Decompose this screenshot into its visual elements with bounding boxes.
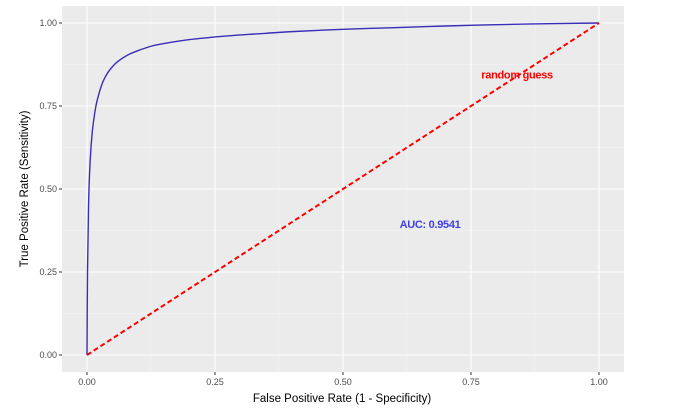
auc-label: AUC: 0.9541: [400, 219, 461, 231]
y-axis: 0.00 0.25 0.50 0.75 1.00: [39, 18, 62, 360]
y-tick-label: 0.25: [39, 267, 57, 277]
random-guess-label: random guess: [481, 69, 553, 81]
y-tick-label: 0.75: [39, 101, 57, 111]
x-tick-label: 0.00: [78, 377, 96, 387]
x-tick-label: 0.75: [462, 377, 480, 387]
y-tick-label: 0.00: [39, 350, 57, 360]
x-tick-label: 0.25: [206, 377, 224, 387]
y-axis-title: True Positive Rate (Sensitivity): [19, 110, 31, 267]
x-tick-label: 0.50: [334, 377, 352, 387]
y-tick-label: 1.00: [39, 18, 57, 28]
x-axis: 0.00 0.25 0.50 0.75 1.00: [78, 372, 608, 387]
x-tick-label: 1.00: [590, 377, 608, 387]
series-layer: [86, 22, 600, 356]
random-guess-line: [86, 22, 600, 356]
annotation-layer: random guess AUC: 0.9541: [400, 69, 554, 231]
roc-curve-line: [86, 22, 600, 356]
x-axis-title: False Positive Rate (1 - Specificity): [253, 393, 431, 405]
y-tick-label: 0.50: [39, 184, 57, 194]
